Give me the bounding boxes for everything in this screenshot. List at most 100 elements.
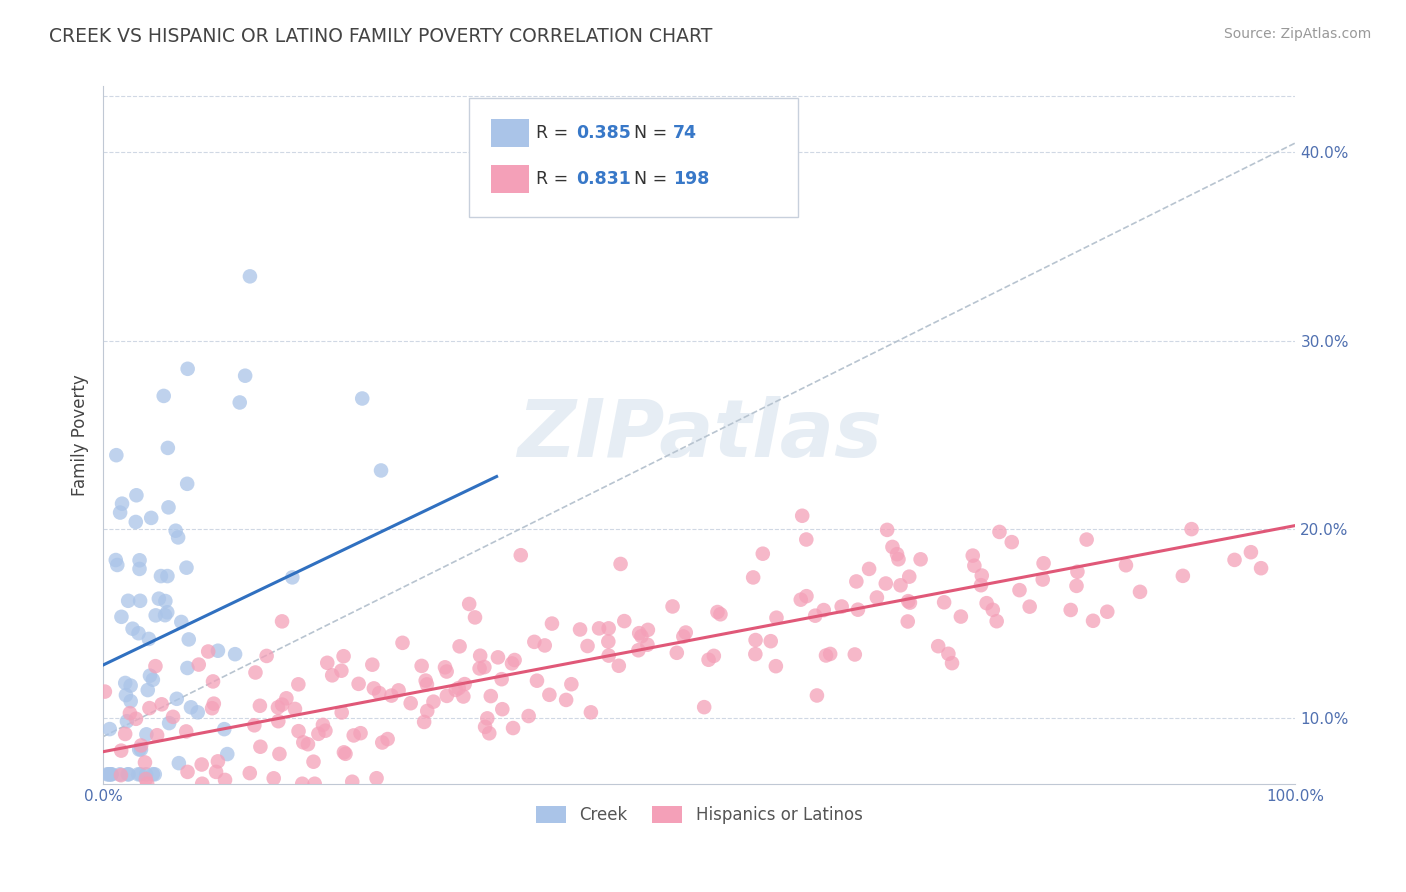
Point [976,596,998,610]
Point [503,653,526,667]
Point [335,747,357,761]
Point [156,441,179,455]
Point [433,660,456,674]
Point [814,648,837,663]
Point [291,777,314,791]
Point [436,665,458,679]
Point [146,728,169,742]
Point [831,599,853,614]
Point [207,644,229,658]
Point [96,767,118,781]
Point [449,640,471,654]
Point [118,706,141,721]
Point [889,578,911,592]
Point [297,737,319,751]
Point [538,688,561,702]
Point [415,673,437,688]
Point [447,681,470,695]
Point [202,674,225,689]
Point [744,633,766,648]
Point [706,605,728,619]
Point [981,603,1004,617]
Point [661,599,683,614]
Point [845,574,868,589]
Point [636,638,658,652]
Point [794,533,817,547]
Point [478,726,501,740]
Point [118,767,141,781]
Point [413,714,436,729]
Point [135,767,157,781]
Point [887,552,910,566]
Point [129,767,152,781]
Point [120,694,142,708]
FancyBboxPatch shape [491,165,529,193]
Point [153,608,176,623]
Point [927,639,949,653]
Point [100,767,122,781]
Point [1032,573,1054,587]
Point [742,570,765,584]
Point [94,684,117,698]
Point [352,392,374,406]
Point [333,745,356,759]
Point [145,608,167,623]
Point [1240,545,1263,559]
Point [949,609,972,624]
Point [110,768,132,782]
Point [316,656,339,670]
Point [187,706,209,720]
Point [1171,569,1194,583]
Point [207,755,229,769]
Text: N =: N = [634,170,672,188]
Point [1076,533,1098,547]
Point [1018,599,1040,614]
Point [598,634,620,648]
Point [271,698,294,712]
Point [256,648,278,663]
Point [233,368,256,383]
Point [155,594,177,608]
Point [846,602,869,616]
Point [970,578,993,592]
Point [139,668,162,682]
Point [162,710,184,724]
Point [105,558,128,572]
Point [170,615,193,629]
Point [1097,605,1119,619]
Point [744,647,766,661]
Point [135,727,157,741]
Point [120,679,142,693]
Text: CREEK VS HISPANIC OR LATINO FAMILY POVERTY CORRELATION CHART: CREEK VS HISPANIC OR LATINO FAMILY POVER… [49,27,713,45]
Point [806,689,828,703]
Point [224,647,246,661]
Point [752,547,775,561]
Point [703,648,725,663]
Point [148,591,170,606]
Point [269,747,291,761]
Point [555,693,578,707]
FancyBboxPatch shape [470,98,799,218]
Text: 74: 74 [673,124,697,142]
Point [117,767,139,781]
Point [125,515,148,529]
Point [672,630,695,644]
Point [157,500,180,515]
Text: Source: ZipAtlas.com: Source: ZipAtlas.com [1223,27,1371,41]
Point [138,632,160,646]
Point [292,735,315,749]
Point [1066,579,1088,593]
Point [125,488,148,502]
Point [141,511,163,525]
Point [343,728,366,742]
Point [111,497,134,511]
Point [804,608,827,623]
Point [963,558,986,573]
Point [190,757,212,772]
Point [453,677,475,691]
Point [502,721,524,735]
Point [97,767,120,781]
Point [271,615,294,629]
Point [201,701,224,715]
Point [187,657,209,672]
